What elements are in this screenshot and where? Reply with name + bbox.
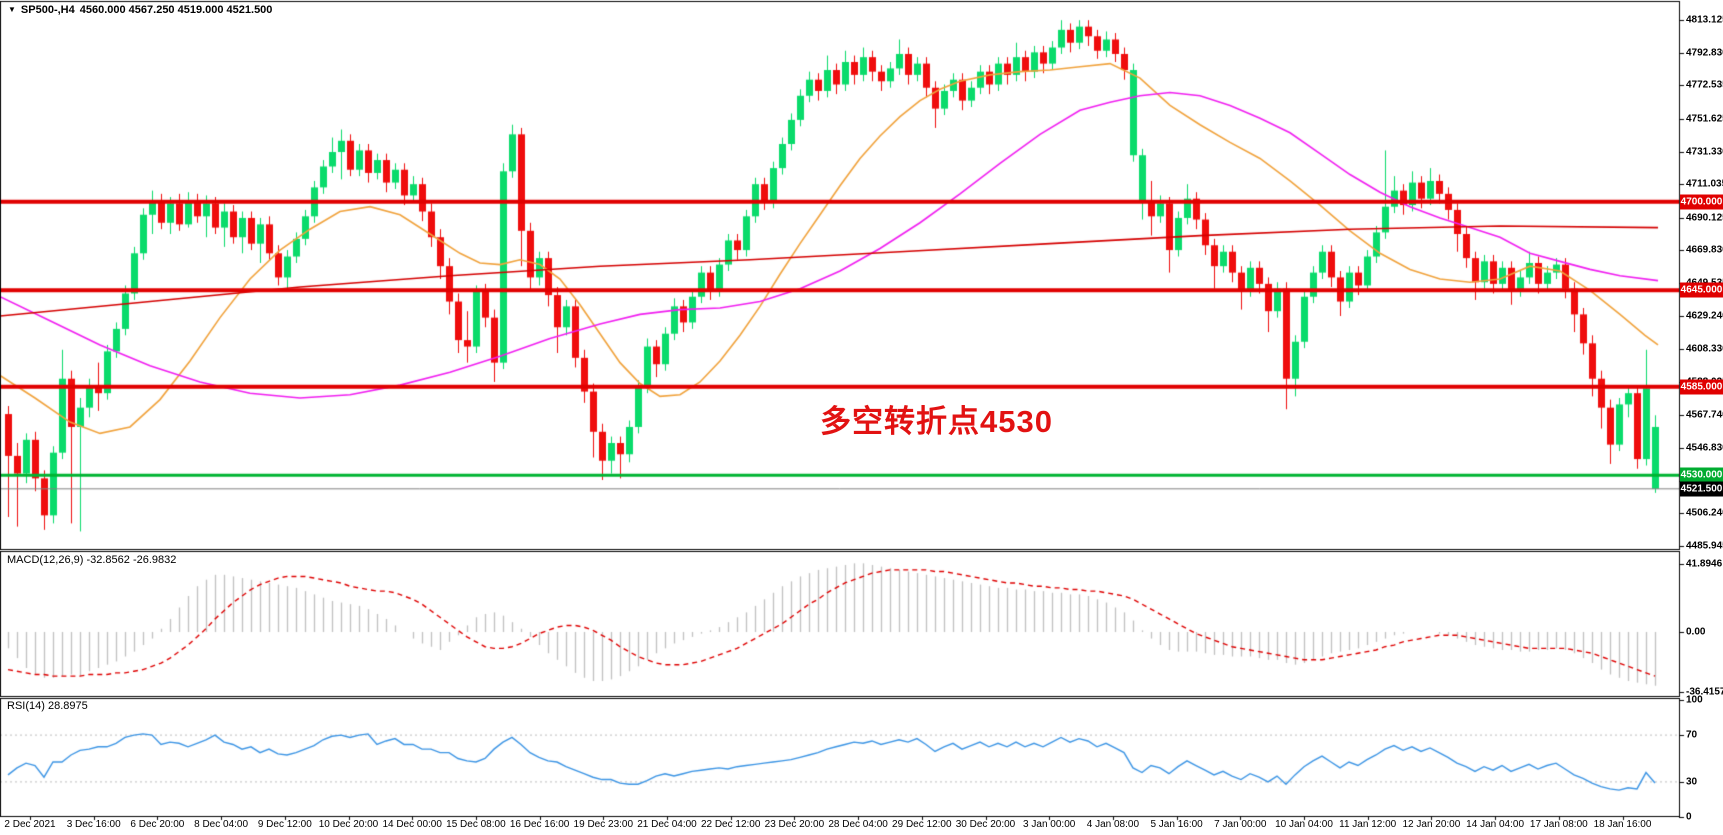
rsi-axis-tick: 30 (1686, 776, 1698, 788)
time-axis-label: 18 Jan 16:00 (1593, 819, 1652, 830)
time-axis-label: 2 Dec 2021 (4, 819, 56, 830)
price-axis-tick: 4731.330 (1686, 146, 1723, 157)
price-level-badge: 4521.500 (1680, 481, 1723, 497)
time-axis-label: 3 Dec 16:00 (66, 819, 121, 830)
time-axis-label: 6 Dec 20:00 (130, 819, 185, 830)
time-axis-label: 29 Dec 12:00 (892, 819, 952, 830)
time-axis-label: 9 Dec 12:00 (257, 819, 312, 830)
time-axis-label: 14 Dec 00:00 (382, 819, 442, 830)
time-axis-label: 7 Jan 00:00 (1214, 819, 1267, 830)
rsi-axis-tick: 0 (1686, 811, 1692, 823)
time-axis-label: 4 Jan 08:00 (1086, 819, 1140, 830)
ohlc-readout: 4560.000 4567.250 4519.000 4521.500 (79, 4, 273, 16)
price-axis-tick: 4711.035 (1686, 178, 1723, 190)
time-axis-label: 3 Jan 00:00 (1023, 819, 1076, 830)
macd-axis-tick: 0.00 (1686, 626, 1706, 638)
time-axis-label: 11 Jan 12:00 (1339, 819, 1397, 830)
price-axis-tick: 4506.240 (1686, 507, 1723, 519)
rsi-indicator-label: RSI(14) 28.8975 (7, 700, 88, 712)
time-axis-label: 23 Dec 20:00 (764, 819, 825, 830)
price-axis-tick: 4546.830 (1686, 442, 1723, 454)
price-level-badge: 4530.000 (1680, 467, 1723, 483)
time-axis-label: 16 Dec 16:00 (509, 819, 570, 830)
price-axis-tick: 4690.125 (1686, 212, 1723, 224)
chart-header: ▼ SP500-,H4 4560.000 4567.250 4519.000 4… (8, 4, 272, 16)
pivot-annotation: 多空转折点4530 (820, 404, 1053, 439)
time-axis-label: 28 Dec 04:00 (828, 819, 888, 830)
rsi-axis-tick: 70 (1686, 729, 1698, 741)
price-axis-tick: 4792.830 (1686, 47, 1723, 59)
price-axis-tick: 4751.625 (1686, 113, 1723, 125)
time-axis-label: 14 Jan 04:00 (1466, 819, 1525, 830)
price-level-badge: 4645.000 (1680, 282, 1723, 298)
price-axis-tick: 4772.535 (1686, 79, 1723, 91)
macd-axis-tick: 41.8946 (1686, 558, 1723, 570)
price-axis-tick: 4608.330 (1686, 343, 1723, 355)
time-axis-label: 19 Dec 23:00 (573, 819, 634, 830)
time-axis-label: 12 Jan 20:00 (1402, 819, 1461, 830)
price-level-badge: 4700.000 (1680, 194, 1723, 210)
price-axis-tick: 4485.945 (1686, 540, 1723, 552)
time-axis-label: 8 Dec 04:00 (194, 819, 249, 830)
time-axis-label: 15 Dec 08:00 (446, 819, 506, 830)
time-axis-label: 10 Jan 04:00 (1275, 819, 1333, 830)
chevron-down-icon[interactable]: ▼ (8, 5, 16, 14)
time-axis-label: 5 Jan 16:00 (1150, 819, 1203, 830)
rsi-axis-tick: 100 (1686, 694, 1703, 706)
time-axis-label: 30 Dec 20:00 (955, 819, 1016, 830)
price-axis-tick: 4629.240 (1686, 310, 1723, 322)
time-axis-label: 17 Jan 08:00 (1529, 819, 1588, 830)
time-axis-label: 22 Dec 12:00 (700, 819, 761, 830)
macd-axis-tick: -36.4157 (1686, 686, 1723, 698)
macd-indicator-label: MACD(12,26,9) -32.8562 -26.9832 (7, 554, 177, 566)
time-axis-label: 21 Dec 04:00 (637, 819, 697, 830)
price-axis-tick: 4567.740 (1686, 409, 1723, 420)
price-level-badge: 4585.000 (1680, 379, 1723, 395)
price-axis-tick: 4669.830 (1686, 244, 1723, 256)
price-axis-tick: 4813.125 (1686, 14, 1723, 26)
symbol-title: SP500-,H4 (20, 4, 75, 16)
time-axis-label: 10 Dec 20:00 (318, 819, 379, 830)
